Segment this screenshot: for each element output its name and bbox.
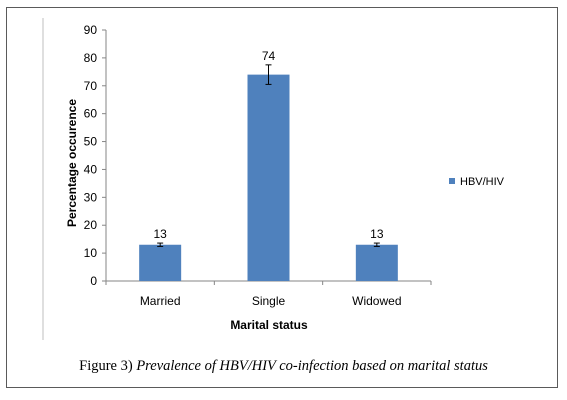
data-label: 13 [153,227,167,241]
y-tick-label: 40 [84,162,98,176]
y-tick-label: 50 [84,135,98,149]
x-axis-label: Marital status [230,318,308,332]
x-tick-label: Married [140,294,181,308]
figure-number: Figure 3) [79,358,133,374]
y-tick-label: 70 [84,79,98,93]
x-tick-label: Widowed [352,294,401,308]
bar [139,244,182,281]
y-ticks: 0 10 20 30 40 50 60 70 80 90 [84,23,106,288]
bars: 13 74 13 [139,49,398,281]
y-tick-label: 20 [84,218,98,232]
data-label: 13 [370,227,384,241]
bar-chart: 0 10 20 30 40 50 60 70 80 90 Married Single Widowed… [42,18,505,340]
x-category-ticks: Married Single Widowed [105,281,432,308]
y-tick-label: 80 [84,51,98,65]
y-axis-label: Percentage occurence [65,99,79,227]
legend-entry-label: HBV/HIV [460,176,505,188]
y-tick-label: 90 [84,23,98,37]
y-tick-label: 60 [84,107,98,121]
x-tick-label: Single [252,294,286,308]
bar [247,74,290,281]
y-tick-label: 0 [90,274,97,288]
figure-caption-text: Prevalence of HBV/HIV co-infection based… [136,358,488,374]
data-label: 74 [262,49,276,63]
y-tick-label: 30 [84,190,98,204]
figure-caption: Figure 3) Prevalence of HBV/HIV co-infec… [0,358,567,375]
legend-swatch [449,178,455,184]
bar [355,244,398,281]
figure-frame [6,7,558,388]
y-tick-label: 10 [84,246,98,260]
